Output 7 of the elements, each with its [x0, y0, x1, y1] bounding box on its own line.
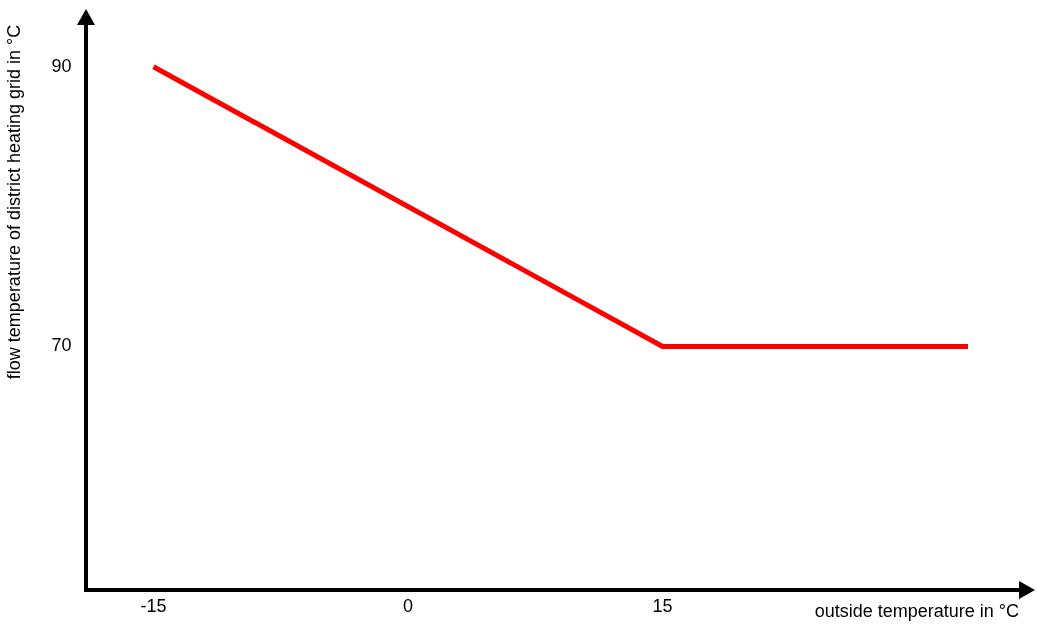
y-tick-label: 70	[51, 335, 72, 356]
x-tick-label: -15	[140, 595, 167, 616]
x-axis-title: outside temperature in °C	[814, 601, 1019, 622]
x-tick-label: 15	[652, 595, 673, 616]
y-tick-label: 90	[51, 55, 72, 76]
y-axis-title: flow temperature of district heating grid in °C	[3, 24, 24, 380]
x-tick-label: 0	[403, 595, 414, 616]
